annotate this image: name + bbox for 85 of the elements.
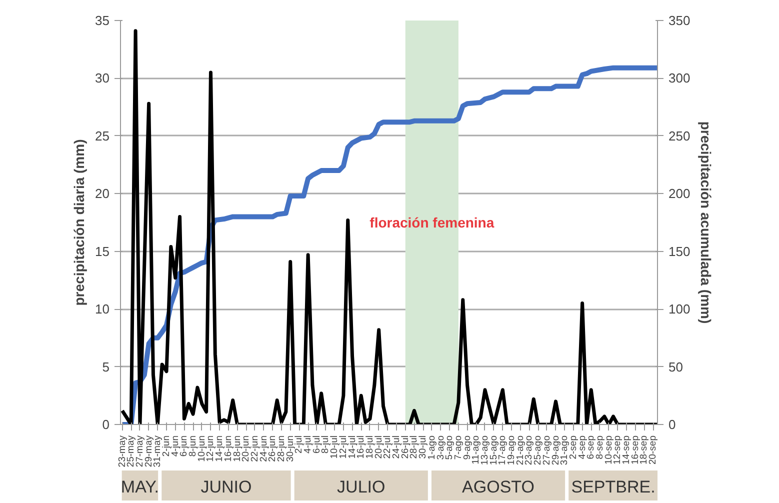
- y2-tick-label: 300: [668, 70, 690, 86]
- x-tick-label: 31-may: [152, 435, 164, 468]
- x-tick-label: 30-jun: [284, 435, 296, 462]
- x-tick-label: 4-sep: [576, 436, 588, 460]
- x-tick-label: 29-ago: [550, 435, 562, 466]
- x-tick-label: 20-sep: [648, 435, 659, 465]
- x-tick-label: 28-jun: [276, 435, 288, 462]
- y2-tick-label: 350: [668, 13, 690, 28]
- x-tick-label: 20-jun: [240, 435, 252, 462]
- x-tick-label: 23-may: [116, 435, 128, 468]
- text: SEPTBRE.: [571, 478, 656, 496]
- band-label: floración femenina: [370, 214, 494, 230]
- x-tick-label: 16-jul: [356, 435, 367, 459]
- x-tick-label: 6-jun: [178, 436, 190, 457]
- x-tick-label: 20-jul: [373, 435, 384, 459]
- x-tick-label: 30-jul: [418, 435, 429, 459]
- x-tick-label: 2-sep: [568, 436, 579, 460]
- y2-tick-label: 150: [668, 244, 690, 259]
- y-tick-label: 10: [95, 302, 110, 317]
- x-tick-label: 10-jul: [329, 435, 340, 459]
- x-tick-label: 19-ago: [506, 435, 518, 466]
- y2-tick-label: 250: [668, 128, 690, 144]
- x-tick-label: 6-jul: [311, 436, 322, 454]
- x-tick-label: 24-jul: [391, 435, 402, 459]
- x-tick-label: 13-ago: [479, 435, 490, 466]
- x-tick-label: 12-sep: [612, 435, 624, 465]
- x-tick-label: 17-ago: [497, 435, 508, 466]
- x-tick-label: 28-jul: [408, 435, 420, 459]
- x-tick-label: 7-ago: [452, 435, 464, 460]
- y2-tick-label: 100: [668, 302, 690, 317]
- text: JUNIO: [200, 478, 252, 496]
- y-tick-label: 5: [102, 359, 110, 374]
- x-tick-label: 14-sep: [621, 435, 632, 465]
- x-tick-label: 10-jun: [196, 435, 208, 462]
- x-tick-label: 25-may: [126, 435, 137, 468]
- y-tick-label: 0: [102, 417, 110, 432]
- x-tick-label: 10-sep: [603, 435, 614, 465]
- x-tick-label: 29-may: [143, 435, 154, 468]
- x-tick-label: 3-ago: [435, 435, 446, 460]
- x-tick-label: 26-jun: [267, 435, 278, 462]
- x-tick-label: 6-sep: [586, 436, 597, 460]
- x-tick-label: 8-sep: [594, 436, 606, 460]
- x-tick-label: 24-jun: [258, 435, 270, 462]
- x-tick-label: 9-ago: [462, 435, 473, 460]
- x-tick-label: 27-ago: [541, 435, 552, 466]
- x-tick-label: 5-ago: [444, 435, 456, 460]
- x-tick-label: 11-ago: [470, 435, 482, 464]
- y2-tick-label: 50: [668, 359, 683, 374]
- x-tick-label: 1-ago: [426, 435, 438, 460]
- x-tick-label: 25-ago: [532, 435, 544, 466]
- x-tick-label: 18-jul: [364, 435, 376, 459]
- y-tick-label: 35: [95, 13, 110, 28]
- x-tick-label: 23-ago: [524, 435, 535, 466]
- x-tick-label: 2-jul: [294, 436, 305, 454]
- x-tick-label: 27-may: [134, 435, 146, 468]
- y-tick-label: 15: [95, 244, 110, 259]
- text: JULIO: [337, 478, 386, 496]
- text: AGOSTO: [462, 478, 534, 496]
- x-tick-label: 16-jun: [222, 435, 234, 462]
- y-tick-label: 25: [95, 128, 110, 144]
- x-tick-label: 16-sep: [630, 435, 641, 465]
- x-tick-label: 4-jul: [302, 436, 314, 454]
- y-axis-title: precipitación diaria (mm): [71, 139, 88, 306]
- x-tick-label: 22-jul: [382, 435, 394, 459]
- x-tick-label: 4-jun: [170, 436, 181, 457]
- text: MAY.: [120, 478, 160, 496]
- x-tick-label: 2-jun: [161, 436, 172, 457]
- y-tick-label: 20: [95, 186, 110, 202]
- x-tick-label: 8-jun: [188, 436, 199, 457]
- x-tick-label: 12-jun: [205, 435, 216, 462]
- x-tick-label: 12-jul: [338, 435, 349, 459]
- x-tick-label: 14-jul: [346, 435, 358, 459]
- x-tick-label: 18-sep: [638, 435, 650, 465]
- x-tick-label: 31-ago: [559, 435, 570, 466]
- x-tick-label: 18-jun: [232, 435, 243, 462]
- x-tick-label: 21-ago: [514, 435, 526, 466]
- x-tick-label: 14-jun: [214, 435, 226, 462]
- x-tick-label: 8-jul: [320, 436, 332, 454]
- y-tick-label: 30: [95, 70, 110, 86]
- x-tick-label: 22-jun: [249, 435, 260, 462]
- y2-axis-title: precipitación acumulada (mm): [698, 121, 714, 324]
- y2-tick-label: 0: [668, 417, 676, 432]
- x-tick-label: 26-jul: [400, 435, 411, 459]
- y2-tick-label: 200: [668, 186, 690, 202]
- x-tick-label: 15-ago: [488, 435, 500, 466]
